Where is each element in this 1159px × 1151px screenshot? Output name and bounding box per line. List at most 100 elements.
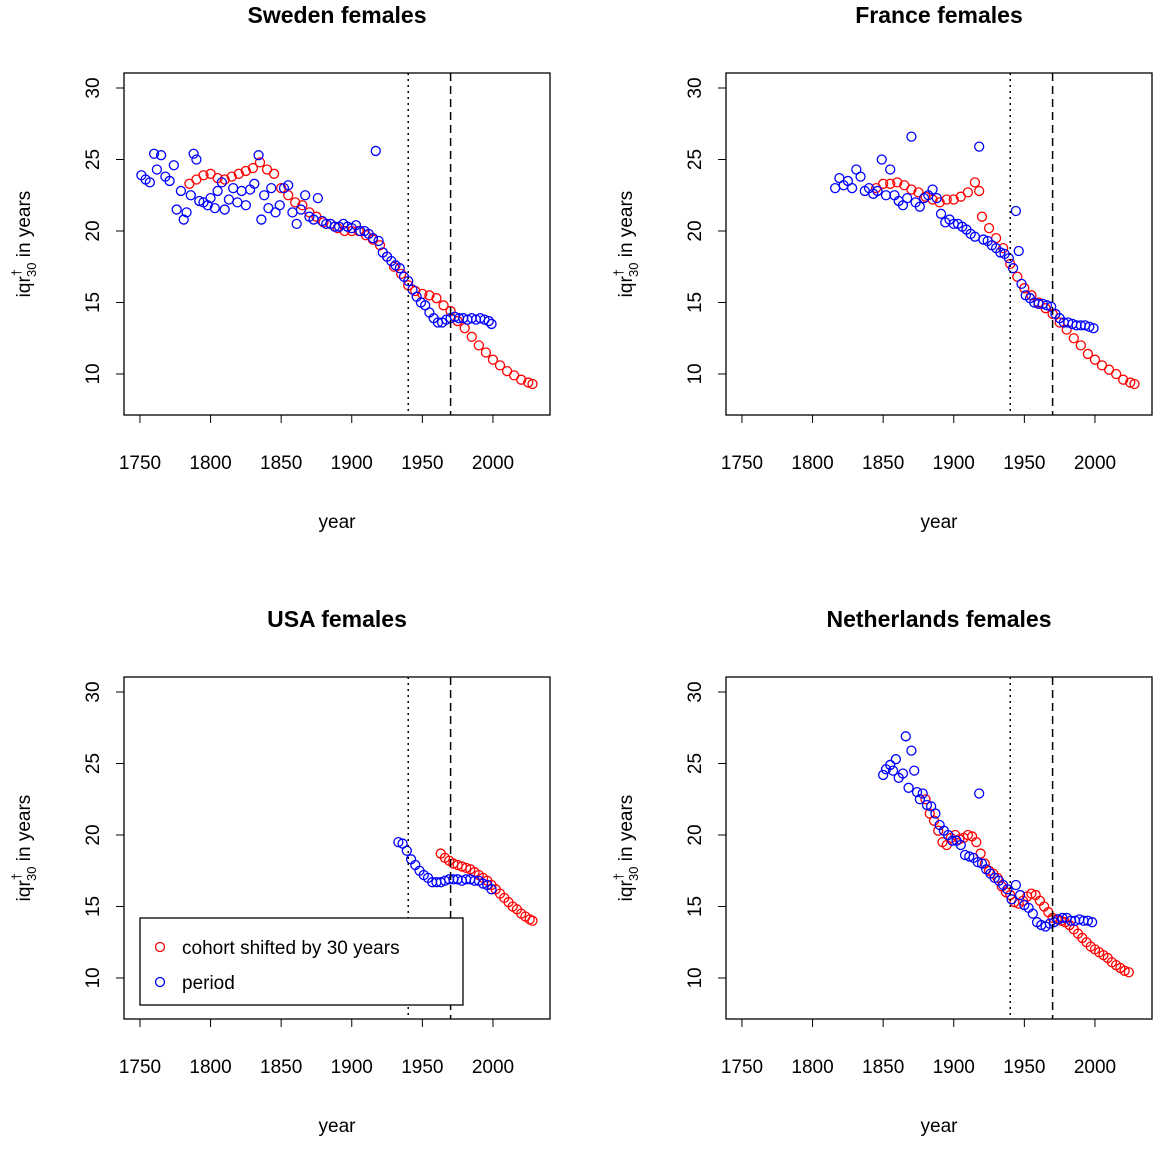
y-label-base: iqr	[14, 276, 35, 298]
plot-frame	[123, 72, 551, 416]
x-tick-label: 1950	[1003, 1057, 1045, 1078]
point	[906, 184, 917, 195]
point	[367, 232, 379, 244]
point	[401, 845, 412, 856]
point	[876, 154, 887, 165]
plot-frame	[123, 676, 551, 1020]
y-axis-label: iqr†30 in years	[611, 191, 641, 298]
point	[466, 331, 477, 342]
point	[205, 192, 216, 204]
y-label-sub: 30	[24, 262, 39, 276]
point	[1089, 354, 1101, 365]
legend-marker	[154, 941, 166, 953]
point	[829, 182, 841, 194]
point	[188, 148, 199, 159]
y-tick-label: 15	[83, 896, 104, 917]
point	[274, 200, 285, 211]
point	[931, 192, 942, 204]
y-label-rest: in years	[14, 191, 35, 263]
x-tick-label: 1800	[189, 1057, 231, 1078]
point	[268, 168, 280, 179]
y-tick-label: 10	[685, 363, 706, 384]
point	[287, 207, 298, 218]
chart-title: France females	[855, 2, 1022, 28]
point	[403, 275, 414, 287]
point	[373, 235, 384, 247]
y-axis-label: iqr†30 in years	[611, 795, 641, 902]
y-tick-label: 25	[685, 149, 706, 170]
point	[1086, 917, 1098, 928]
point	[930, 808, 941, 819]
point	[295, 204, 307, 215]
y-tick-label: 15	[83, 292, 104, 313]
point	[1075, 340, 1086, 351]
point	[962, 187, 974, 198]
point	[175, 185, 187, 197]
point	[1129, 378, 1140, 390]
point	[1013, 245, 1024, 257]
point	[897, 768, 909, 779]
point	[935, 208, 947, 219]
point	[473, 340, 484, 351]
y-tick-label: 20	[685, 824, 706, 845]
point	[259, 190, 270, 201]
point	[974, 141, 985, 152]
point	[487, 354, 499, 365]
legend-label: cohort shifted by 30 years	[182, 938, 400, 959]
point	[164, 175, 175, 187]
x-axis-label: year	[319, 512, 357, 533]
legend-label: period	[182, 973, 235, 994]
point	[312, 192, 324, 204]
point	[1014, 889, 1026, 901]
point	[253, 150, 264, 161]
point	[914, 201, 926, 212]
chart-title: Netherlands females	[827, 606, 1052, 632]
point	[396, 268, 407, 280]
point	[1041, 300, 1053, 311]
point	[290, 197, 301, 208]
y-tick-label: 20	[83, 220, 104, 241]
x-tick-label: 1750	[721, 1057, 763, 1078]
y-label-base: iqr	[616, 276, 637, 298]
x-tick-label: 1850	[862, 1057, 904, 1078]
point	[885, 164, 896, 175]
y-label-sub: 30	[626, 866, 641, 880]
point	[878, 178, 889, 189]
y-label-sup: †	[611, 873, 626, 880]
chart-title: USA females	[267, 606, 407, 632]
point	[1044, 918, 1055, 929]
y-tick-label: 30	[83, 681, 104, 702]
point	[276, 182, 287, 194]
point	[974, 185, 985, 197]
point	[480, 347, 492, 358]
point	[483, 315, 494, 327]
point	[209, 202, 220, 214]
point	[374, 240, 386, 251]
y-axis-label: iqr†30 in years	[9, 191, 39, 298]
point	[1110, 368, 1122, 380]
point	[911, 786, 923, 798]
plot-frame	[725, 72, 1153, 416]
x-tick-label: 2000	[1074, 453, 1116, 474]
point	[168, 160, 179, 171]
point	[914, 794, 926, 805]
plot-frame	[725, 676, 1153, 1020]
point	[1082, 348, 1094, 360]
point	[969, 177, 981, 188]
x-tick-label: 2000	[472, 453, 514, 474]
x-tick-label: 2000	[1074, 1057, 1116, 1078]
point	[941, 194, 952, 205]
point	[486, 318, 497, 330]
point	[198, 170, 209, 181]
x-tick-label: 1800	[791, 1057, 833, 1078]
point	[955, 839, 966, 851]
point	[1068, 333, 1079, 344]
point	[185, 190, 196, 201]
point	[240, 165, 252, 177]
point	[1002, 884, 1013, 895]
point	[144, 177, 155, 188]
point	[1027, 908, 1038, 919]
point	[486, 884, 497, 895]
